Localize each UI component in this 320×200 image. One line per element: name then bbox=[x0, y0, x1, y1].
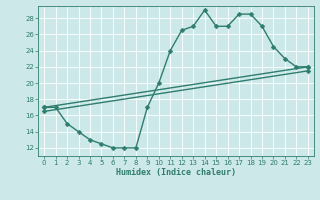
X-axis label: Humidex (Indice chaleur): Humidex (Indice chaleur) bbox=[116, 168, 236, 177]
